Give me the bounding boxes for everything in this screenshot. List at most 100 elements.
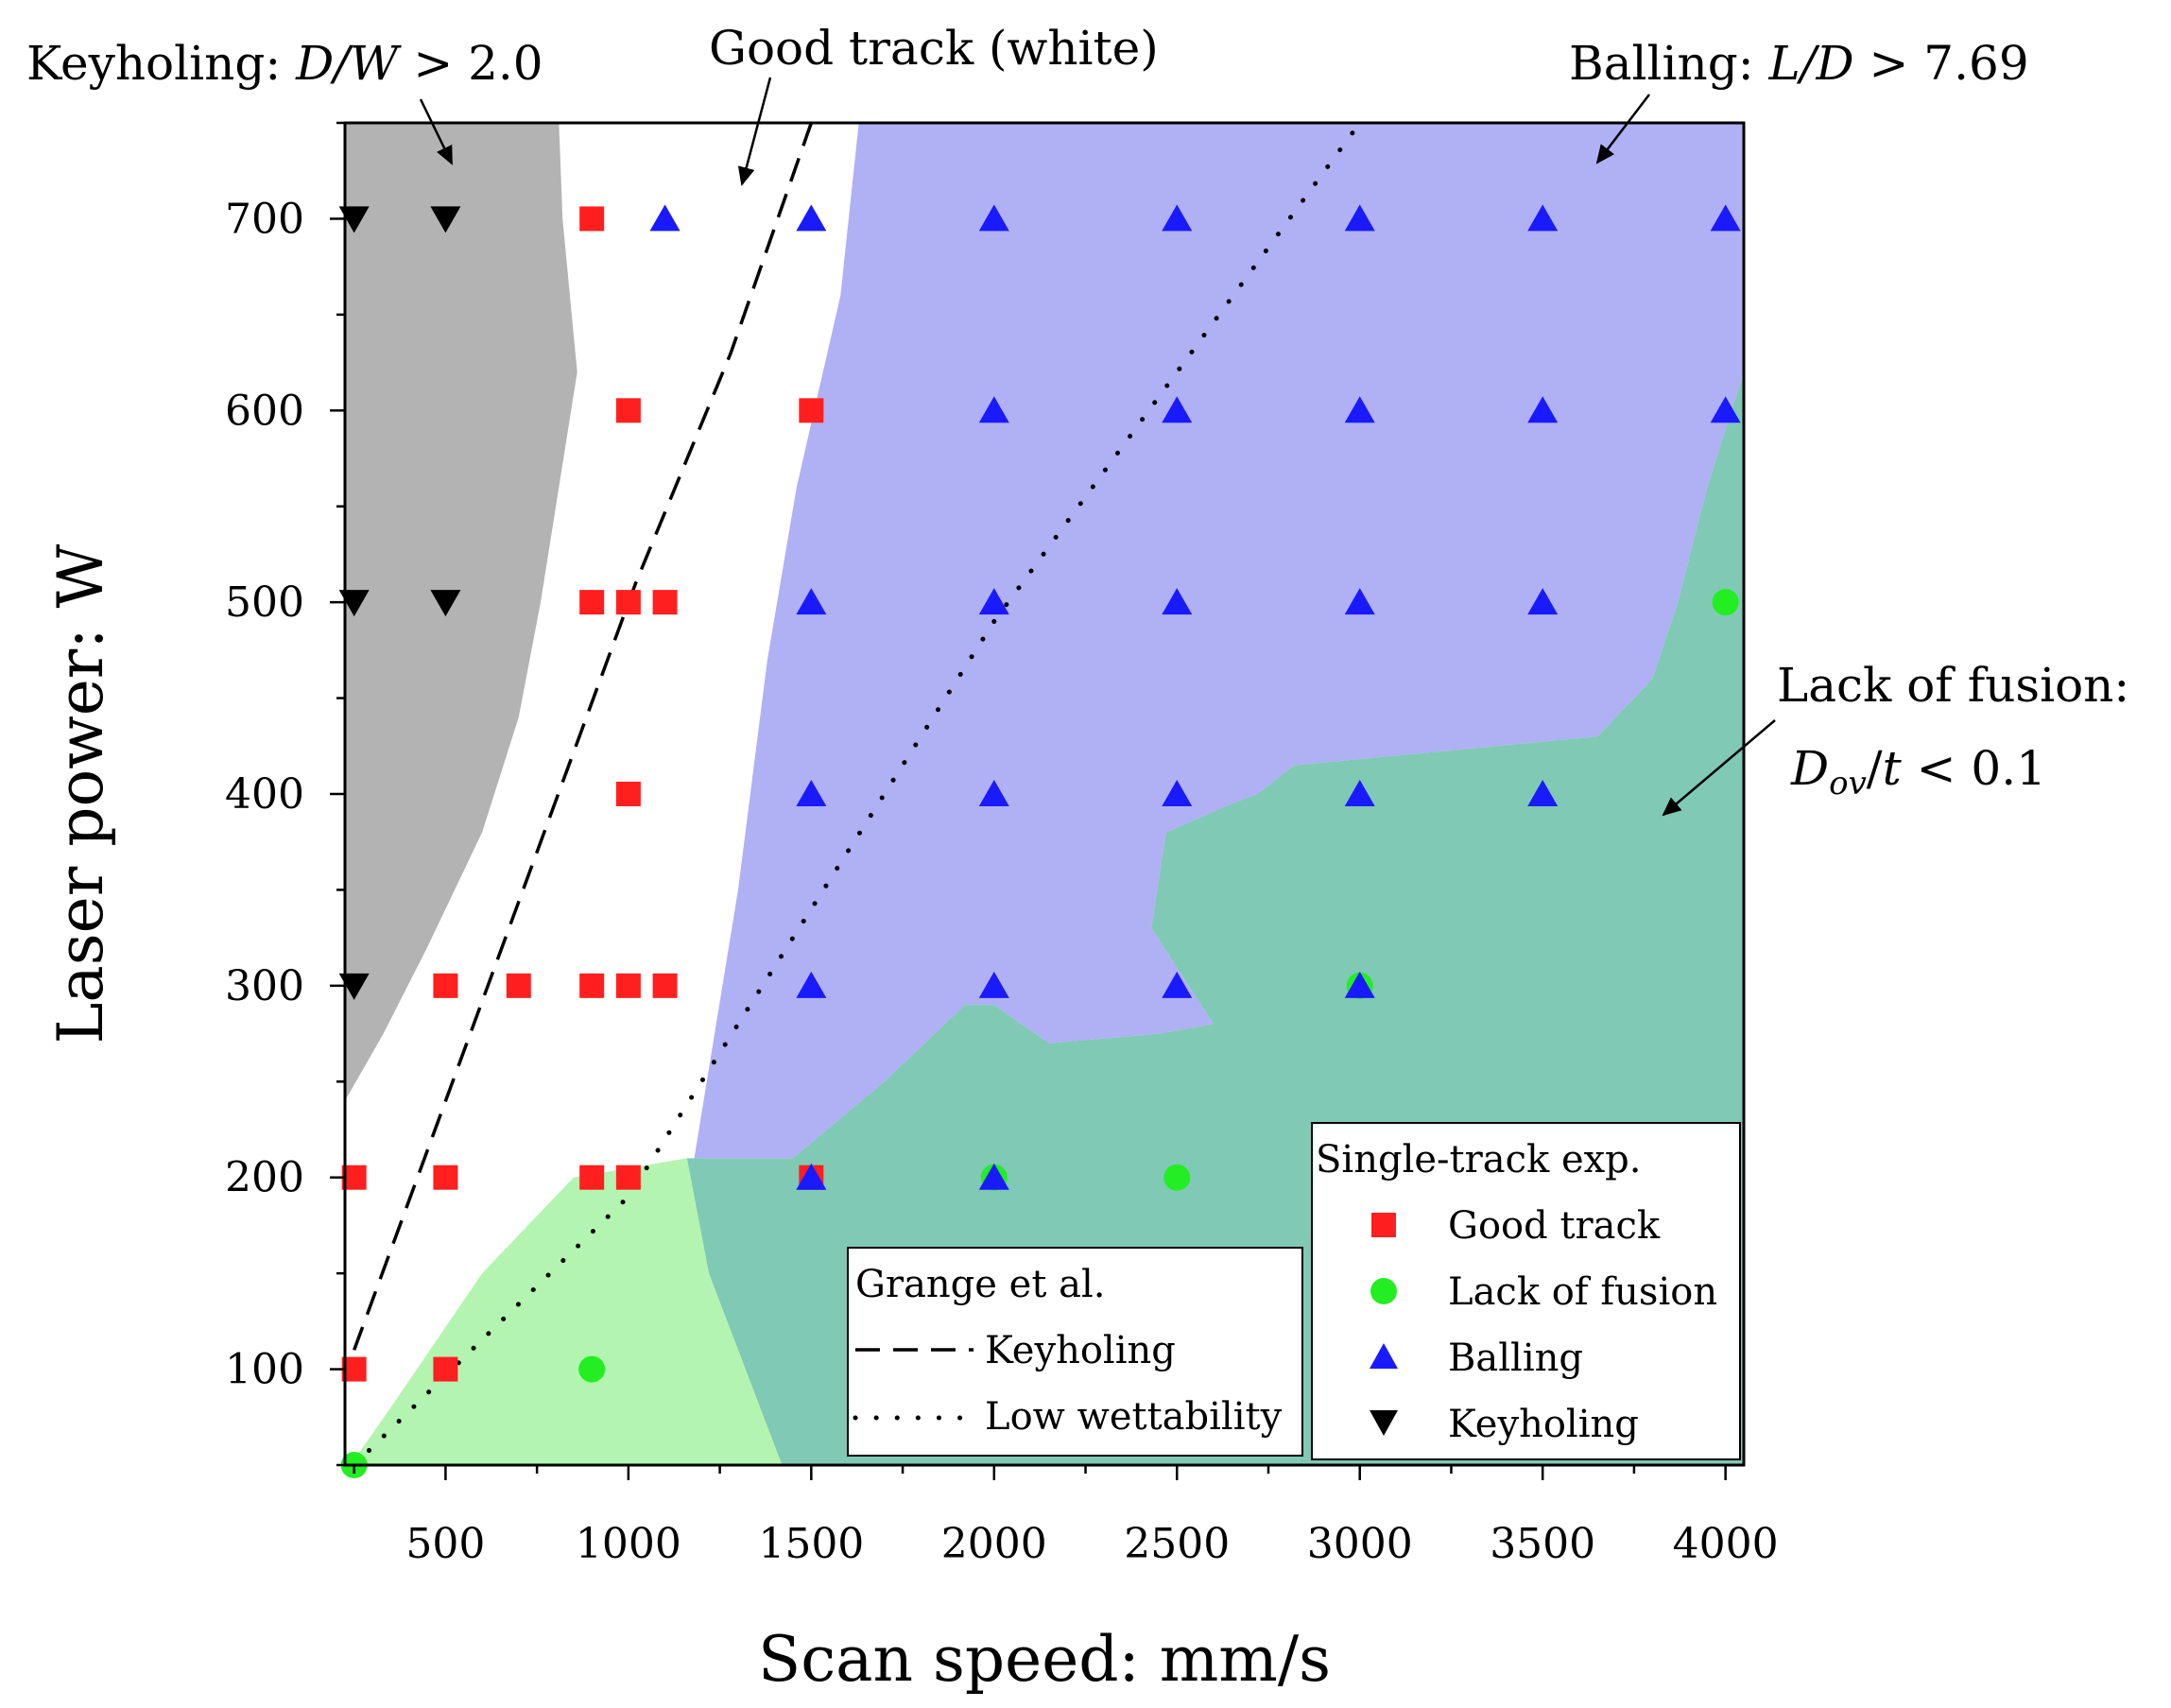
point-balling (978, 971, 1009, 998)
point-lack-of-fusion (578, 1355, 606, 1383)
legend-good-track-label: Good track (1448, 1204, 1661, 1248)
point-balling (1162, 971, 1193, 998)
point-good-track (433, 1165, 458, 1190)
annotation-lof-threshold: < 0.1 (1902, 741, 2046, 796)
point-balling (1162, 588, 1193, 615)
legend-lack-of-fusion-marker (1370, 1278, 1397, 1304)
annotation-lack-of-fusion-arrow (1662, 719, 1776, 817)
annotation-keyholing-threshold: > 2.0 (398, 36, 543, 91)
annotation-lof-slash: / (1867, 741, 1883, 796)
axis-ticks (330, 121, 1727, 1480)
annotation-good-track: Good track (white) (709, 21, 1159, 186)
point-good-track (652, 590, 678, 615)
point-balling (978, 780, 1009, 806)
annotation-keyholing-arrow (419, 98, 454, 165)
annotation-keyholing: Keyholing: D/W > 2.0 (26, 36, 543, 165)
point-balling (1344, 396, 1375, 423)
x-tick-label: 3500 (1490, 1520, 1595, 1568)
point-good-track (799, 398, 824, 423)
point-balling (978, 204, 1009, 232)
x-tick-label: 500 (405, 1520, 485, 1568)
point-keyholing (338, 590, 370, 617)
annotation-lack-of-fusion: Lack of fusion: Dov/t < 0.1 (1662, 658, 2129, 817)
point-good-track (615, 590, 641, 615)
point-balling (1344, 780, 1375, 806)
point-good-track (506, 973, 531, 998)
point-balling (1344, 971, 1375, 998)
svg-text:Balling: L/D > 7.69: Balling: L/D > 7.69 (1569, 36, 2029, 91)
point-keyholing (338, 973, 370, 1000)
point-balling (1527, 396, 1559, 423)
point-balling (1344, 588, 1375, 615)
legend-single-title: Single-track exp. (1316, 1138, 1642, 1182)
annotation-lof-d: D (1790, 741, 1829, 796)
point-lack-of-fusion (1163, 1164, 1191, 1191)
svg-text:Dov/t < 0.1: Dov/t < 0.1 (1790, 741, 2046, 802)
x-tick-labels: 500 1000 1500 2000 2500 3000 3500 4000 (405, 1520, 1778, 1568)
annotation-good-track-arrow (737, 77, 772, 186)
point-balling (1162, 396, 1193, 423)
point-balling (649, 204, 681, 232)
x-tick-label: 1500 (758, 1520, 864, 1568)
point-balling (978, 396, 1009, 423)
point-balling (796, 1163, 827, 1190)
point-keyholing (430, 590, 461, 617)
point-good-track (615, 973, 641, 998)
point-balling (1710, 396, 1741, 423)
legend-grange-keyholing-label: Keyholing (985, 1329, 1176, 1372)
x-tick-label: 2500 (1124, 1520, 1230, 1568)
line-keyholing (353, 123, 813, 1351)
point-balling (796, 588, 827, 615)
y-axis-title: Laser power: W (44, 543, 117, 1044)
legend-grange-low-wettability-label: Low wettability (985, 1395, 1283, 1439)
legend-good-track-marker (1371, 1213, 1396, 1237)
annotation-good-track-text: Good track (white) (709, 21, 1159, 76)
y-tick-label: 500 (225, 578, 304, 627)
legend-keyholing-marker (1370, 1410, 1398, 1436)
y-tick-label: 100 (225, 1346, 304, 1394)
region-lack-of-fusion-low-power (345, 1158, 783, 1465)
point-balling (1527, 780, 1559, 806)
y-tick-label: 600 (225, 387, 304, 435)
annotation-lack-of-fusion-line1: Lack of fusion: (1777, 658, 2129, 713)
x-tick-label: 1000 (576, 1520, 681, 1568)
annotation-balling-prefix: Balling: (1569, 36, 1768, 91)
legend-balling-marker (1370, 1343, 1398, 1369)
annotation-keyholing-prefix: Keyholing: (26, 36, 296, 91)
region-keyholing (345, 123, 577, 1101)
point-balling (1710, 204, 1741, 232)
point-good-track (433, 973, 458, 998)
point-good-track (579, 1165, 605, 1190)
point-keyholing (430, 206, 461, 233)
x-tick-label: 2000 (941, 1520, 1047, 1568)
annotation-balling-ratio: L/D (1767, 36, 1853, 91)
point-good-track (615, 398, 641, 423)
annotation-balling: Balling: L/D > 7.69 (1569, 36, 2029, 164)
point-balling (796, 204, 827, 232)
legend-lack-of-fusion-label: Lack of fusion (1448, 1270, 1717, 1314)
point-lack-of-fusion (1712, 589, 1739, 616)
legend-balling-label: Balling (1448, 1337, 1583, 1380)
y-tick-label: 400 (225, 770, 304, 819)
point-good-track (615, 1165, 641, 1190)
point-balling (1527, 204, 1559, 232)
y-tick-labels: 100 200 300 400 500 600 700 (225, 195, 304, 1393)
legend-grange-box (847, 1247, 1303, 1457)
point-balling (978, 1163, 1009, 1190)
svg-text:Keyholing: D/W > 2.0: Keyholing: D/W > 2.0 (26, 36, 543, 91)
annotation-balling-threshold: > 7.69 (1854, 36, 2029, 91)
point-good-track (579, 590, 605, 615)
point-good-track (615, 782, 641, 806)
y-tick-label: 700 (225, 195, 304, 243)
y-tick-label: 200 (225, 1154, 304, 1202)
point-balling (1527, 588, 1559, 615)
point-keyholing (338, 206, 370, 233)
legend-single-track: Single-track exp. Good track Lack of fus… (1311, 1122, 1741, 1460)
point-balling (978, 588, 1009, 615)
reference-lines (352, 123, 1363, 1465)
annotation-keyholing-ratio: D/W (295, 36, 402, 91)
legend-keyholing-label: Keyholing (1448, 1403, 1639, 1446)
point-balling (1344, 204, 1375, 232)
point-balling (796, 971, 827, 998)
legend-grange-title: Grange et al. (855, 1263, 1106, 1306)
